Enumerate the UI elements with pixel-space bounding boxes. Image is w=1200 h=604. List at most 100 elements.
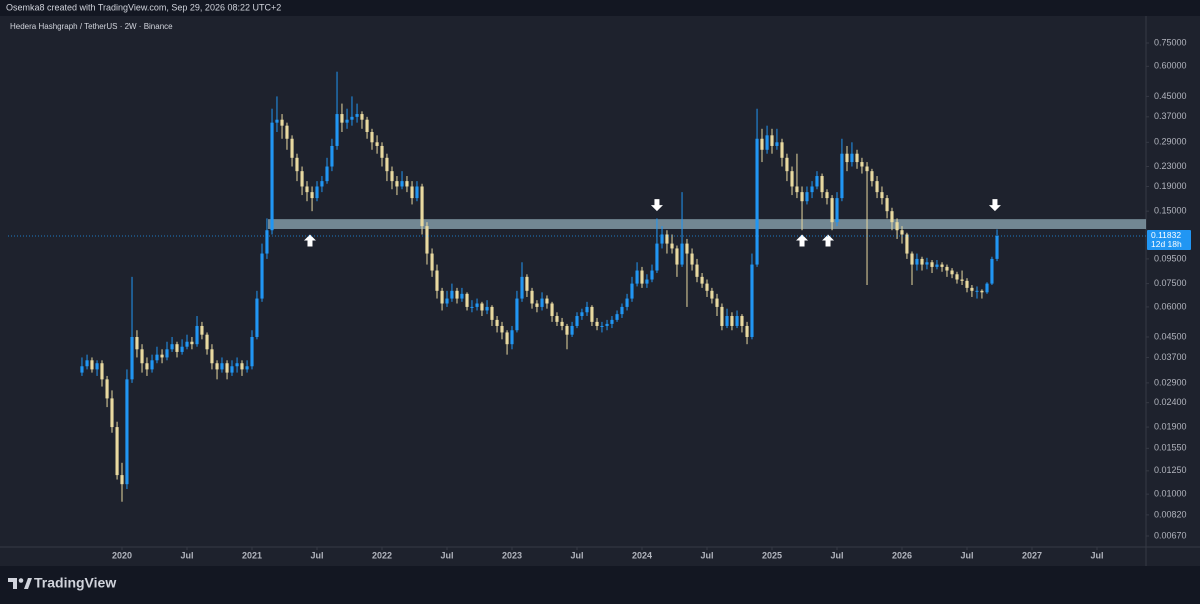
candle-body <box>435 270 439 291</box>
candle-body <box>950 270 954 275</box>
candle-body <box>220 363 224 370</box>
candle-body <box>360 114 364 120</box>
candle-body <box>665 234 669 244</box>
candle-body <box>760 138 764 150</box>
candle-body <box>365 119 369 133</box>
candle-body <box>830 198 834 223</box>
candle-body <box>290 138 294 158</box>
candle-body <box>110 398 114 428</box>
candle-body <box>305 186 309 193</box>
arrow <box>303 234 316 247</box>
last-price-box <box>1147 229 1191 250</box>
candle-body <box>125 379 129 485</box>
candle-body <box>475 303 479 307</box>
candle-body <box>720 306 724 326</box>
candle-body <box>555 316 559 322</box>
candle-body <box>90 360 94 370</box>
candle-body <box>635 270 639 284</box>
candle-body <box>820 176 824 193</box>
candle-body <box>395 181 399 187</box>
x-tick-label: Jul <box>830 550 843 560</box>
candle-body <box>160 354 164 358</box>
candle-body <box>270 122 274 231</box>
candle-body <box>210 349 214 364</box>
candle-body <box>335 114 339 146</box>
candle-body <box>970 287 974 291</box>
candle-body <box>185 341 189 347</box>
candle-body <box>450 290 454 299</box>
candle-body <box>755 138 759 265</box>
candle-body <box>730 316 734 326</box>
candle-body <box>340 114 344 123</box>
y-tick-label: 0.01900 <box>1154 421 1187 431</box>
candle-body <box>980 290 984 293</box>
candle-body <box>490 306 494 320</box>
plot: 0.75000 0.60000 0.45000 0.37000 0.29000 0.230… <box>8 37 1187 560</box>
y-tick-label: 0.03700 <box>1154 352 1187 362</box>
arrow <box>822 234 835 247</box>
x-tick-label: 2027 <box>1022 550 1042 560</box>
candle-body <box>180 346 184 352</box>
candle-body <box>190 341 194 345</box>
candle-body <box>275 119 279 123</box>
candle-body <box>915 258 919 265</box>
countdown: 12d 18h <box>1151 239 1182 249</box>
candle-body <box>150 360 154 370</box>
candle-body <box>690 253 694 265</box>
candle-body <box>825 192 829 199</box>
candle-body <box>170 344 174 350</box>
x-tick-label: Jul <box>180 550 193 560</box>
candle-body <box>460 293 464 299</box>
candle-body <box>905 234 909 254</box>
candle-body <box>175 344 179 352</box>
logo-part <box>18 578 24 583</box>
candle-body <box>600 325 604 327</box>
candle-body <box>585 306 589 313</box>
candle-body <box>355 114 359 117</box>
candle-body <box>740 316 744 326</box>
candle-body <box>975 290 979 292</box>
candle-body <box>285 125 289 139</box>
y-tick-label: 0.02400 <box>1154 397 1187 407</box>
y-tick-label: 0.07500 <box>1154 278 1187 288</box>
candle-body <box>885 198 889 212</box>
candle-body <box>735 316 739 326</box>
candle-body <box>835 198 839 223</box>
logo-part <box>8 578 17 589</box>
candle-body <box>415 186 419 199</box>
y-tick-label: 0.23000 <box>1154 161 1187 171</box>
x-tick-label: 2023 <box>502 550 522 560</box>
candle-body <box>130 336 134 380</box>
candle-body <box>455 290 459 299</box>
candle-body <box>115 427 119 476</box>
y-tick-label: 0.45000 <box>1154 91 1187 101</box>
credit: Osemka8 created with TradingView.com, Se… <box>6 2 281 12</box>
candle-body <box>870 171 874 182</box>
candle-body <box>930 262 934 267</box>
candle-body <box>535 303 539 307</box>
candle-body <box>590 306 594 322</box>
candle-body <box>725 316 729 326</box>
candle-body <box>120 475 124 485</box>
candle-body <box>955 274 959 280</box>
x-tick-label: Jul <box>960 550 973 560</box>
candle-body <box>200 325 204 335</box>
candle-body <box>695 264 699 277</box>
candle-body <box>780 142 784 158</box>
candle-body <box>470 306 474 308</box>
candle-body <box>420 186 424 227</box>
candle-body <box>100 363 104 380</box>
candle-body <box>575 316 579 326</box>
candle-body <box>165 349 169 358</box>
candle-body <box>375 142 379 146</box>
candle-body <box>310 192 314 199</box>
x-tick-label: 2024 <box>632 550 652 560</box>
y-tick-label: 0.01550 <box>1154 443 1187 453</box>
candle-body <box>935 264 939 267</box>
candle-body <box>990 258 994 284</box>
candle-body <box>855 153 859 163</box>
candle-body <box>390 171 394 182</box>
candle-body <box>515 298 519 331</box>
candle-body <box>345 119 349 123</box>
x-tick-label: 2021 <box>242 550 262 560</box>
